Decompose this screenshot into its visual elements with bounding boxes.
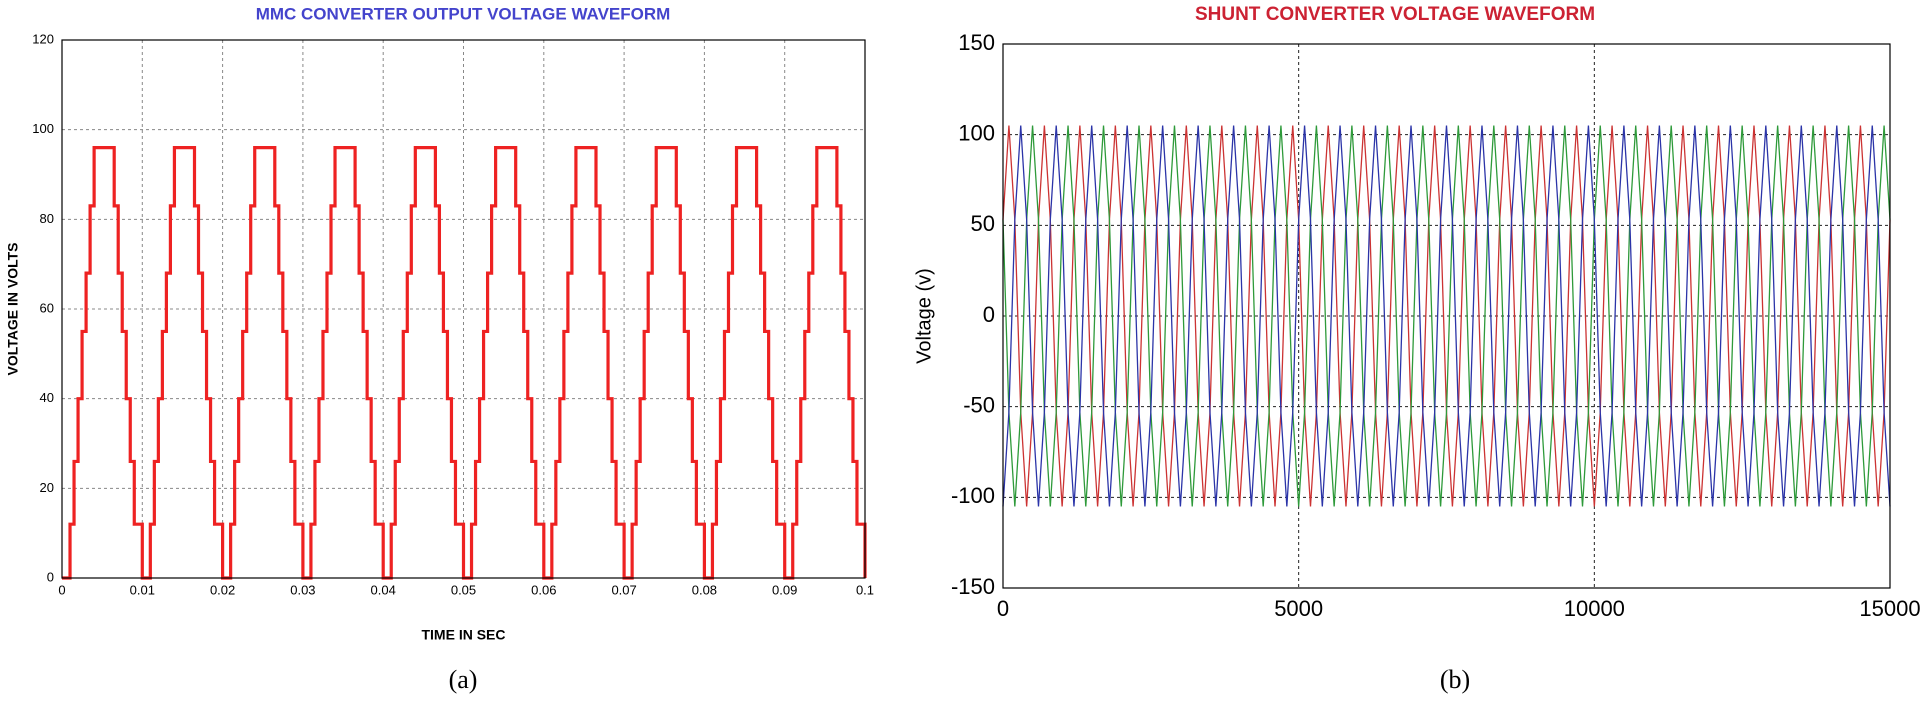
x-tick-label: 0.06 [531, 582, 556, 597]
chart-title: SHUNT CONVERTER VOLTAGE WAVEFORM [1195, 4, 1595, 25]
y-tick-label: 100 [958, 120, 995, 145]
y-axis-label: Voltage (v) [913, 268, 935, 364]
x-tick-label: 0 [997, 596, 1009, 621]
chart: 0 20 40 60 80 100 120 0 0.01 0.02 0.03 0.04 0.05 0.06… [5, 4, 874, 693]
y-tick-label: 100 [32, 121, 54, 136]
x-tick-label: 0.09 [772, 582, 797, 597]
y-tick-label: 60 [40, 300, 54, 315]
x-tick-label: 0.05 [451, 582, 476, 597]
y-tick-label: 120 [32, 31, 54, 46]
x-tick-label: 0 [58, 582, 65, 597]
y-tick-label: 150 [958, 30, 995, 55]
y-tick-label: -50 [963, 392, 995, 417]
plot-frame [1002, 43, 1891, 589]
x-tick-label: 10000 [1564, 596, 1625, 621]
x-tick-label: 0.03 [290, 582, 315, 597]
caption: (a) [449, 665, 478, 694]
x-tick-label: 0.02 [210, 582, 235, 597]
y-tick-label: 0 [983, 302, 995, 327]
y-tick-label: -100 [951, 483, 995, 508]
y-axis-label: VOLTAGE IN VOLTS [5, 243, 21, 376]
y-tick-label: 20 [40, 480, 54, 495]
x-tick-label: 15000 [1859, 596, 1920, 621]
x-tick-label: 0.07 [611, 582, 636, 597]
x-tick-label: 5000 [1274, 596, 1323, 621]
y-tick-label: -150 [951, 574, 995, 599]
y-tick-label: 0 [47, 569, 54, 584]
y-tick-label: 40 [40, 390, 54, 405]
x-axis-label: TIME IN SEC [421, 627, 505, 643]
x-tick-label: 0.08 [692, 582, 717, 597]
caption: (b) [1440, 665, 1470, 694]
chart-title: MMC CONVERTER OUTPUT VOLTAGE WAVEFORM [256, 4, 671, 23]
x-tick-label: 0.01 [130, 582, 155, 597]
plot-frame [61, 39, 866, 579]
x-tick-label: 0.1 [856, 582, 874, 597]
y-tick-label: 80 [40, 211, 54, 226]
x-tick-label: 0.04 [371, 582, 396, 597]
chart: -150 -100 -50 0 50 100 150 0 5000 10000 15000 SHUNT… [913, 4, 1920, 694]
series-line [1002, 125, 1891, 507]
y-tick-label: 50 [971, 211, 995, 236]
